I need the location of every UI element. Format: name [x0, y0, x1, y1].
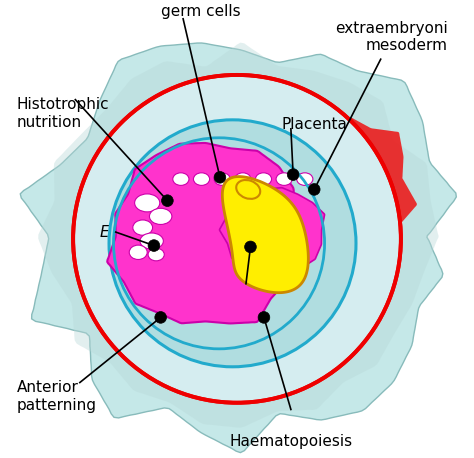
- Circle shape: [258, 311, 270, 323]
- Text: Histotrophic
nutrition: Histotrophic nutrition: [17, 98, 109, 130]
- Circle shape: [214, 171, 226, 183]
- Circle shape: [309, 184, 320, 195]
- Ellipse shape: [297, 173, 313, 185]
- Circle shape: [162, 195, 173, 207]
- Ellipse shape: [255, 173, 272, 185]
- Polygon shape: [20, 43, 456, 453]
- Text: Yolk sac: Yolk sac: [219, 283, 280, 298]
- Polygon shape: [107, 143, 307, 323]
- Ellipse shape: [193, 173, 210, 185]
- Text: Placenta: Placenta: [282, 117, 348, 132]
- Polygon shape: [219, 188, 325, 274]
- Ellipse shape: [129, 245, 147, 260]
- Circle shape: [73, 75, 401, 403]
- Text: Haematopoiesis: Haematopoiesis: [229, 434, 353, 449]
- Circle shape: [148, 240, 160, 251]
- Polygon shape: [38, 43, 438, 428]
- Circle shape: [109, 120, 356, 367]
- Ellipse shape: [173, 173, 189, 185]
- Ellipse shape: [140, 233, 164, 249]
- Text: germ cells: germ cells: [161, 4, 241, 19]
- Polygon shape: [267, 118, 417, 245]
- Ellipse shape: [276, 173, 292, 185]
- Ellipse shape: [236, 180, 260, 199]
- Polygon shape: [222, 177, 308, 293]
- Ellipse shape: [235, 173, 251, 185]
- Ellipse shape: [133, 220, 153, 235]
- Circle shape: [287, 169, 299, 180]
- Text: Anterior
patterning: Anterior patterning: [17, 380, 97, 413]
- Ellipse shape: [214, 173, 230, 185]
- Circle shape: [155, 311, 166, 323]
- Circle shape: [245, 241, 256, 253]
- Polygon shape: [73, 79, 399, 293]
- Ellipse shape: [148, 248, 164, 261]
- Text: extraembryoni
mesoderm: extraembryoni mesoderm: [335, 21, 448, 54]
- Ellipse shape: [135, 194, 160, 212]
- Text: Embryo: Embryo: [100, 224, 159, 240]
- Ellipse shape: [149, 208, 172, 224]
